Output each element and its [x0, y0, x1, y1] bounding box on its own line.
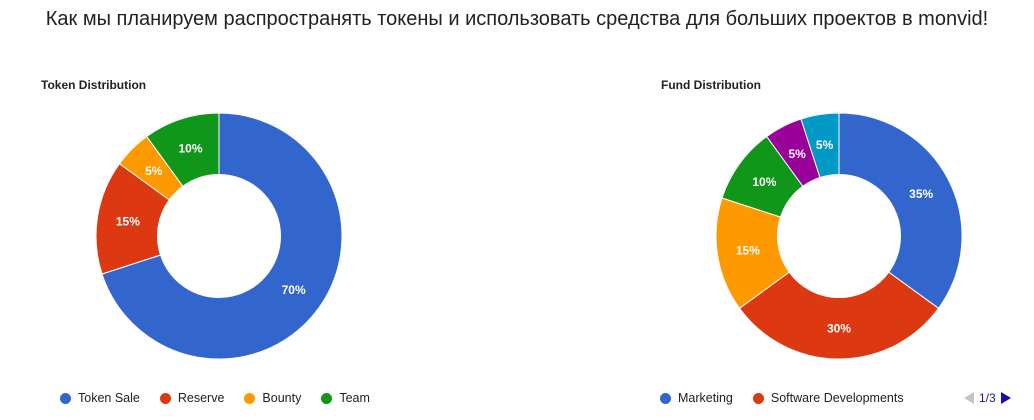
donut-slice-software-developments[interactable]: [738, 271, 940, 360]
chart-title-fund-distribution: Fund Distribution: [661, 78, 761, 92]
slice-percent-label: 10%: [752, 175, 776, 189]
legend-dot: [660, 392, 671, 404]
legend-item-bounty[interactable]: Bounty: [244, 391, 301, 405]
slice-percent-label: 15%: [116, 215, 140, 229]
pager-prev-arrow-icon[interactable]: [964, 392, 974, 404]
slice-percent-label: 70%: [282, 283, 306, 297]
chart-title-token-distribution: Token Distribution: [41, 78, 147, 92]
legend-pager: 1/3: [964, 390, 1011, 406]
donut-slice-token-sale[interactable]: [101, 112, 343, 360]
slice-percent-label: 15%: [736, 243, 760, 257]
slice-percent-label: 5%: [145, 164, 163, 178]
legend-dot: [321, 392, 333, 404]
legend-item-token-sale[interactable]: Token Sale: [60, 391, 140, 405]
legend-item-team[interactable]: Team: [321, 391, 370, 405]
page-headline: Как мы планируем распространять токены и…: [45, 8, 989, 30]
legend-label: Software Developments: [770, 391, 904, 405]
pager-page-indicator: 1/3: [979, 391, 996, 405]
slice-percent-label: 5%: [816, 138, 834, 152]
legend-item-software-developments[interactable]: Software Developments: [752, 391, 904, 405]
legend-dot: [60, 392, 71, 404]
fund-distribution-legend: Marketing Software Developments: [660, 390, 924, 406]
slice-percent-label: 10%: [178, 141, 202, 155]
fund-distribution-donut-chart[interactable]: 35% 30% 15% 10% 5% 5%: [715, 112, 963, 360]
legend-label: Marketing: [678, 391, 733, 405]
legend-label: Token Sale: [78, 391, 140, 405]
legend-dot: [752, 392, 764, 404]
token-distribution-donut-chart[interactable]: 70% 15% 5% 10%: [95, 112, 343, 360]
legend-label: Reserve: [177, 391, 225, 405]
slice-percent-label: 30%: [827, 321, 851, 335]
legend-label: Bounty: [262, 391, 302, 405]
slice-percent-label: 5%: [788, 147, 806, 161]
legend-dot: [159, 392, 171, 404]
token-distribution-legend: Token Sale Reserve Bounty Team: [60, 390, 390, 406]
legend-dot: [244, 392, 256, 404]
pager-next-arrow-icon[interactable]: [1000, 392, 1011, 404]
donut-slice-team[interactable]: [146, 112, 220, 187]
donut-slice-slice-6[interactable]: [800, 112, 840, 179]
slice-percent-label: 35%: [909, 187, 933, 201]
donut-slice-marketing[interactable]: [838, 112, 963, 309]
legend-item-marketing[interactable]: Marketing: [660, 391, 733, 405]
legend-label: Team: [339, 391, 370, 405]
legend-item-reserve[interactable]: Reserve: [159, 391, 225, 405]
